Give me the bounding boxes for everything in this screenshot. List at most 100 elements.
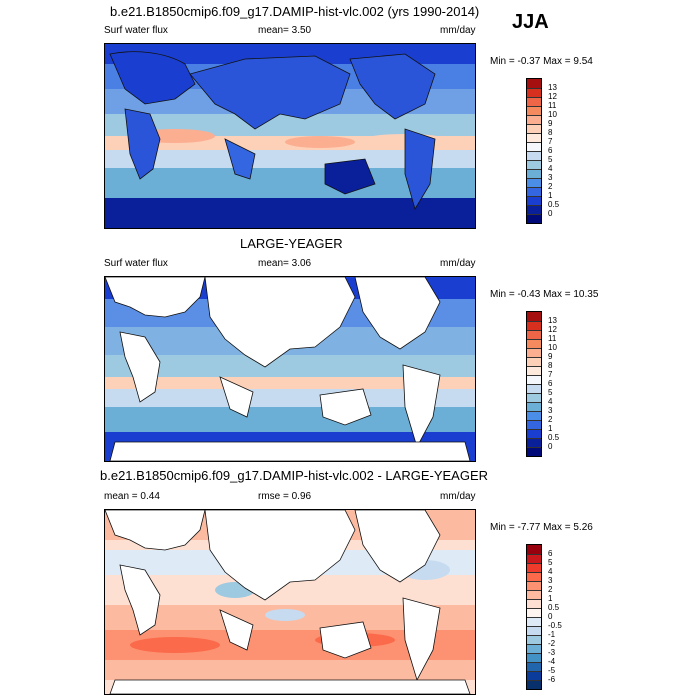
panel3-level-label: -2: [548, 639, 556, 648]
panel1-swatch: [527, 196, 541, 205]
panel2-swatch: [527, 411, 541, 420]
panel1-swatch: [527, 79, 541, 88]
panel1-level-label: 2: [548, 182, 553, 191]
panel1-title: b.e21.B1850cmip6.f09_g17.DAMIP-hist-vlc.…: [110, 4, 480, 19]
panel1-map: [104, 43, 476, 229]
panel1-swatch: [527, 169, 541, 178]
panel1-swatch: [527, 214, 541, 223]
panel1-level-label: 11: [548, 101, 557, 110]
panel3-swatch: [527, 581, 541, 590]
panel2-swatch: [527, 366, 541, 375]
panel3-swatch: [527, 545, 541, 554]
panel2-level-label: 11: [548, 334, 557, 343]
panel2-swatch: [527, 384, 541, 393]
panel3-units: mm/day: [440, 491, 476, 502]
panel3-level-label: 5: [548, 558, 553, 567]
panel1-level-label: 5: [548, 155, 553, 164]
panel1-swatch: [527, 97, 541, 106]
panel1-variable-label: Surf water flux: [104, 25, 168, 36]
panel3-level-label: 0.5: [548, 603, 560, 612]
panel2-level-label: 9: [548, 352, 553, 361]
panel1-level-label: 4: [548, 164, 553, 173]
panel1-swatch: [527, 187, 541, 196]
panel3-level-label: 0: [548, 612, 553, 621]
panel1-swatch: [527, 133, 541, 142]
panel2-level-label: 4: [548, 397, 553, 406]
panel3-level-label: 4: [548, 567, 553, 576]
panel2-level-label: 3: [548, 406, 553, 415]
panel2-title: LARGE-YEAGER: [240, 236, 343, 251]
panel1-swatch: [527, 124, 541, 133]
panel2-swatch: [527, 330, 541, 339]
panel3-title: b.e21.B1850cmip6.f09_g17.DAMIP-hist-vlc.…: [100, 468, 489, 483]
panel3-swatch: [527, 671, 541, 680]
panel3-swatch: [527, 680, 541, 689]
panel1-map-svg: [105, 44, 475, 228]
panel3-level-label: 1: [548, 594, 553, 603]
panel3-level-label: -5: [548, 666, 556, 675]
panel3-swatch: [527, 635, 541, 644]
panel3-swatch: [527, 563, 541, 572]
panel2-level-label: 10: [548, 343, 557, 352]
panel3-level-label: -0.5: [548, 621, 562, 630]
panel2-colorbar: [526, 311, 542, 457]
panel1-level-label: 3: [548, 173, 553, 182]
panel2-swatch: [527, 438, 541, 447]
panel3-map: [104, 509, 476, 695]
panel2-level-label: 1: [548, 424, 553, 433]
panel2-variable-label: Surf water flux: [104, 258, 168, 269]
panel2-swatch: [527, 420, 541, 429]
panel3-map-svg: [105, 510, 475, 694]
panel3-level-label: -3: [548, 648, 556, 657]
panel2-mean: mean= 3.06: [258, 258, 312, 269]
panel3-swatch: [527, 644, 541, 653]
panel3-swatch: [527, 590, 541, 599]
panel2-swatch: [527, 429, 541, 438]
panel2-level-label: 0.5: [548, 433, 560, 442]
panel3-swatch: [527, 572, 541, 581]
panel2-swatch: [527, 321, 541, 330]
panel2-level-label: 8: [548, 361, 553, 370]
panel1-level-label: 7: [548, 137, 553, 146]
panel2-swatch: [527, 312, 541, 321]
panel3-swatch: [527, 617, 541, 626]
panel3-minmax: Min = -7.77 Max = 5.26: [490, 522, 593, 533]
panel1-level-label: 12: [548, 92, 557, 101]
panel2-swatch: [527, 393, 541, 402]
panel2-level-label: 12: [548, 325, 557, 334]
panel2-swatch: [527, 375, 541, 384]
panel1-level-label: 9: [548, 119, 553, 128]
panel1-level-label: 13: [548, 83, 557, 92]
panel3-swatch: [527, 554, 541, 563]
panel1-mean: mean= 3.50: [258, 25, 312, 36]
panel2-level-label: 13: [548, 316, 557, 325]
panel2-swatch: [527, 357, 541, 366]
panel3-level-label: -1: [548, 630, 556, 639]
panel1-level-label: 0.5: [548, 200, 560, 209]
panel3-level-label: 3: [548, 576, 553, 585]
panel1-units: mm/day: [440, 25, 476, 36]
panel1-level-label: 10: [548, 110, 557, 119]
panel2-swatch: [527, 402, 541, 411]
panel2-level-label: 0: [548, 442, 553, 451]
panel1-swatch: [527, 106, 541, 115]
panel3-swatch: [527, 653, 541, 662]
panel1-level-label: 1: [548, 191, 553, 200]
season-label: JJA: [512, 11, 549, 33]
panel1-level-label: 6: [548, 146, 553, 155]
panel3-swatch: [527, 626, 541, 635]
panel1-level-label: 8: [548, 128, 553, 137]
panel1-swatch: [527, 88, 541, 97]
panel3-swatch: [527, 662, 541, 671]
panel1-swatch: [527, 142, 541, 151]
panel2-level-label: 6: [548, 379, 553, 388]
panel2-swatch: [527, 339, 541, 348]
panel3-swatch: [527, 608, 541, 617]
panel1-level-label: 0: [548, 209, 553, 218]
panel1-swatch: [527, 160, 541, 169]
panel3-colorbar: [526, 544, 542, 690]
panel2-map-svg: [105, 277, 475, 461]
panel3-mean: mean = 0.44: [104, 491, 160, 502]
panel1-swatch: [527, 115, 541, 124]
panel3-swatch: [527, 599, 541, 608]
